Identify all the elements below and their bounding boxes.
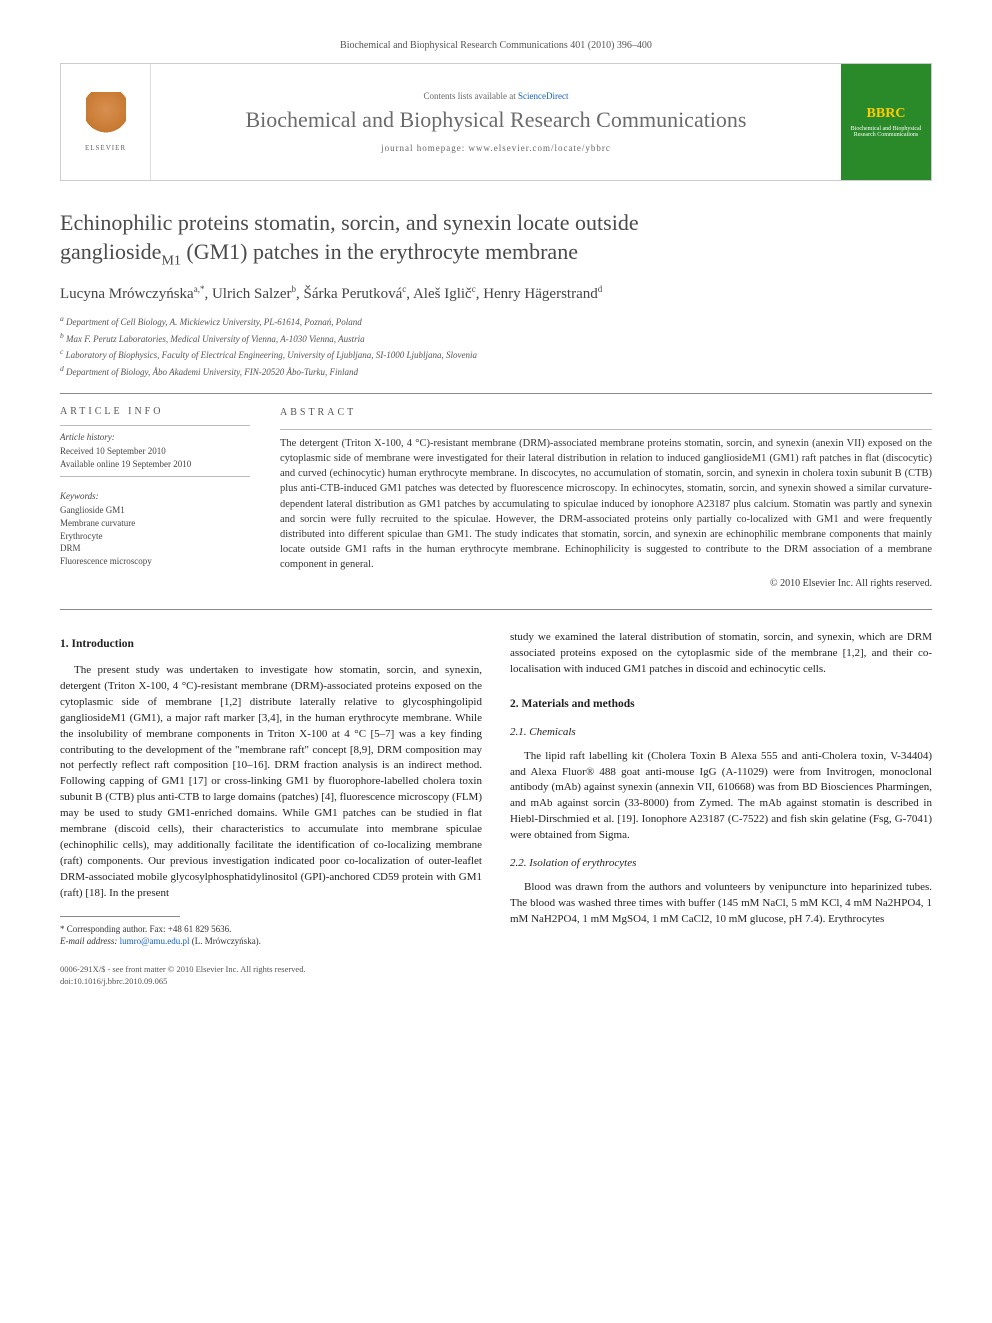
footnote-separator (60, 916, 180, 917)
isolation-paragraph: Blood was drawn from the authors and vol… (510, 880, 932, 928)
title-line2-pre: ganglioside (60, 239, 161, 264)
cover-logo: BBRC (867, 106, 906, 122)
title-line2-post: (GM1) patches in the erythrocyte membran… (181, 239, 578, 264)
cover-text: Biochemical and Biophysical Research Com… (845, 126, 927, 138)
sciencedirect-link[interactable]: ScienceDirect (518, 91, 568, 101)
divider-thin (60, 425, 250, 426)
intro-continuation: study we examined the lateral distributi… (510, 630, 932, 678)
email-footnote: E-mail address: lumro@amu.edu.pl (L. Mró… (60, 935, 482, 948)
homepage-url[interactable]: www.elsevier.com/locate/ybbrc (469, 143, 611, 153)
header-citation: Biochemical and Biophysical Research Com… (60, 40, 932, 51)
article-info-heading: ARTICLE INFO (60, 406, 250, 417)
email-author: (L. Mrówczyńska). (189, 936, 260, 946)
footer-doi: doi:10.1016/j.bbrc.2010.09.065 (60, 976, 932, 988)
received-date: Received 10 September 2010 (60, 445, 250, 458)
author: Lucyna Mrówczyńskaa,* (60, 286, 204, 302)
keyword: DRM (60, 542, 250, 555)
article-title: Echinophilic proteins stomatin, sorcin, … (60, 209, 932, 270)
affiliation: c Laboratory of Biophysics, Faculty of E… (60, 346, 932, 363)
isolation-heading: 2.2. Isolation of erythrocytes (510, 856, 932, 872)
journal-banner: ELSEVIER Contents lists available at Sci… (60, 63, 932, 181)
article-info: ARTICLE INFO Article history: Received 1… (60, 406, 250, 591)
right-column: study we examined the lateral distributi… (510, 630, 932, 948)
abstract: ABSTRACT The detergent (Triton X-100, 4 … (280, 406, 932, 591)
author: Aleš Igličc (413, 286, 476, 302)
meta-row: ARTICLE INFO Article history: Received 1… (60, 406, 932, 591)
elsevier-logo: ELSEVIER (76, 87, 136, 157)
contents-prefix: Contents lists available at (424, 91, 518, 101)
affiliation: d Department of Biology, Åbo Akademi Uni… (60, 363, 932, 380)
body-columns: 1. Introduction The present study was un… (60, 630, 932, 948)
divider-thin (280, 429, 932, 430)
affiliation-list: a Department of Cell Biology, A. Mickiew… (60, 313, 932, 379)
publisher-logo-area: ELSEVIER (61, 64, 151, 180)
corresponding-author: * Corresponding author. Fax: +48 61 829 … (60, 923, 482, 936)
author-email-link[interactable]: lumro@amu.edu.pl (120, 936, 190, 946)
keyword: Erythrocyte (60, 530, 250, 543)
contents-available: Contents lists available at ScienceDirec… (424, 91, 569, 101)
abstract-copyright: © 2010 Elsevier Inc. All rights reserved… (280, 577, 932, 592)
email-label: E-mail address: (60, 936, 120, 946)
keywords-heading: Keywords: (60, 491, 250, 501)
elsevier-tree-icon (86, 92, 126, 142)
banner-center: Contents lists available at ScienceDirec… (151, 64, 841, 180)
chemicals-heading: 2.1. Chemicals (510, 725, 932, 741)
homepage-label: journal homepage: (381, 143, 468, 153)
chemicals-paragraph: The lipid raft labelling kit (Cholera To… (510, 749, 932, 845)
journal-homepage: journal homepage: www.elsevier.com/locat… (381, 143, 611, 153)
abstract-body: The detergent (Triton X-100, 4 °C)-resis… (280, 436, 932, 573)
author-list: Lucyna Mrówczyńskaa,*, Ulrich Salzerb, Š… (60, 284, 932, 303)
abstract-heading: ABSTRACT (280, 406, 932, 421)
footer-issn: 0006-291X/$ - see front matter © 2010 El… (60, 964, 932, 976)
divider (60, 393, 932, 394)
elsevier-label: ELSEVIER (85, 144, 126, 152)
keyword: Fluorescence microscopy (60, 555, 250, 568)
methods-heading: 2. Materials and methods (510, 696, 932, 713)
left-column: 1. Introduction The present study was un… (60, 630, 482, 948)
keywords-list: Ganglioside GM1Membrane curvatureErythro… (60, 504, 250, 567)
intro-heading: 1. Introduction (60, 636, 482, 653)
title-line1: Echinophilic proteins stomatin, sorcin, … (60, 210, 639, 235)
keyword: Membrane curvature (60, 517, 250, 530)
affiliation: a Department of Cell Biology, A. Mickiew… (60, 313, 932, 330)
affiliation: b Max F. Perutz Laboratories, Medical Un… (60, 330, 932, 347)
journal-cover: BBRC Biochemical and Biophysical Researc… (841, 64, 931, 180)
title-sub: M1 (161, 253, 180, 268)
divider (60, 609, 932, 610)
author: Šárka Perutkovác (304, 286, 407, 302)
keyword: Ganglioside GM1 (60, 504, 250, 517)
intro-paragraph: The present study was undertaken to inve… (60, 663, 482, 902)
author: Ulrich Salzerb (212, 286, 296, 302)
divider-thin (60, 476, 250, 477)
online-date: Available online 19 September 2010 (60, 458, 250, 471)
history-heading: Article history: (60, 432, 250, 442)
page-footer: 0006-291X/$ - see front matter © 2010 El… (60, 964, 932, 988)
author: Henry Hägerstrandd (483, 286, 602, 302)
journal-title: Biochemical and Biophysical Research Com… (246, 107, 747, 133)
